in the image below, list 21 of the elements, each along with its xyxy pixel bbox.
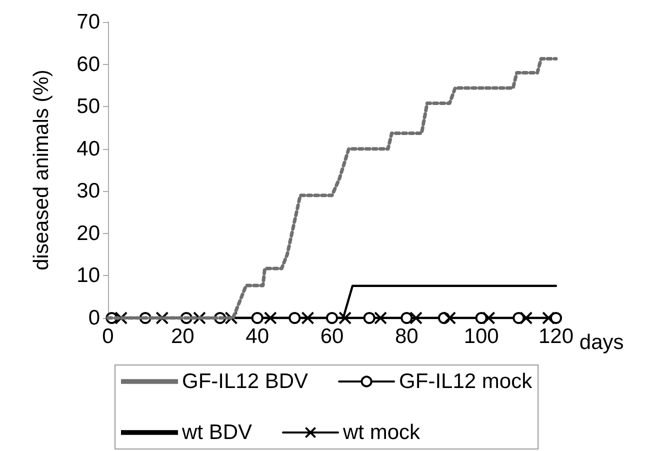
y-tick-label: 50 <box>76 95 100 118</box>
y-tick-label: 10 <box>76 264 100 288</box>
y-axis-title: diseased animals (%) <box>30 70 53 270</box>
legend-label: GF-IL12 mock <box>399 370 533 393</box>
x-tick-label: 0 <box>102 325 114 348</box>
x-tick-label: 120 <box>538 325 574 348</box>
x-tick-label: 80 <box>394 325 418 348</box>
y-tick-label: 60 <box>76 52 100 76</box>
x-tick-label: 20 <box>170 325 194 348</box>
y-tick-label: 40 <box>76 137 100 160</box>
x-tick-label: 100 <box>464 325 499 348</box>
x-axis-title: days <box>579 331 624 354</box>
y-tick-label: 0 <box>88 306 100 330</box>
y-tick-label: 20 <box>76 222 100 245</box>
legend-label: wt BDV <box>181 421 252 444</box>
y-tick-label: 70 <box>76 10 100 34</box>
y-tick-label: 30 <box>76 180 100 203</box>
legend-label: wt mock <box>342 421 421 444</box>
x-tick-label: 40 <box>246 325 270 348</box>
x-tick-label: 60 <box>320 325 344 348</box>
legend-label: GF-IL12 BDV <box>182 370 308 393</box>
